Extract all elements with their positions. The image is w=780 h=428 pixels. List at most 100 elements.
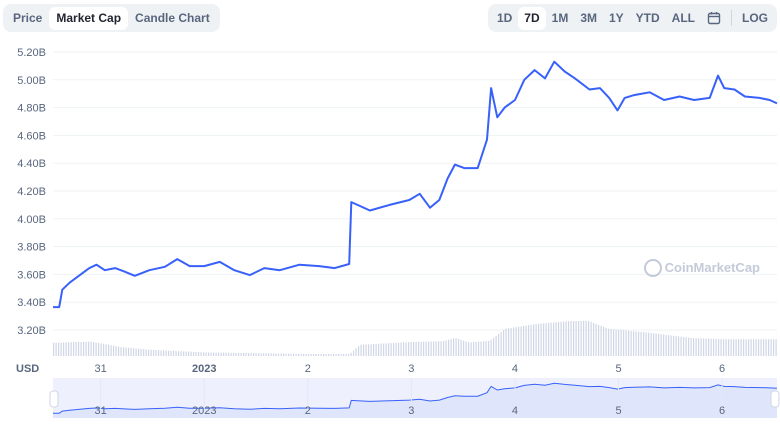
- volume-bar: [125, 347, 127, 356]
- volume-bar: [578, 320, 580, 356]
- volume-bar: [425, 341, 427, 356]
- volume-bar: [408, 342, 410, 356]
- volume-bar: [310, 354, 312, 356]
- volume-bar: [598, 324, 600, 356]
- x-tick-label: 2: [305, 363, 311, 375]
- y-tick-label: 3.80B: [17, 242, 46, 254]
- volume-bar: [740, 339, 742, 356]
- tab-market-cap[interactable]: Market Cap: [49, 6, 129, 30]
- volume-bar: [195, 351, 197, 356]
- watermark: CoinMarketCap: [665, 260, 760, 275]
- volume-bar: [325, 354, 327, 356]
- volume-bar: [760, 339, 762, 356]
- volume-bar: [758, 339, 760, 356]
- volume-bar: [260, 353, 262, 356]
- tab-candle-chart[interactable]: Candle Chart: [135, 10, 210, 25]
- volume-bar: [148, 349, 150, 356]
- volume-bar: [663, 334, 665, 356]
- volume-bar: [398, 342, 400, 356]
- volume-bar: [738, 339, 740, 356]
- volume-bar: [393, 342, 395, 356]
- volume-bar: [690, 337, 692, 356]
- volume-bar: [80, 341, 82, 356]
- volume-bar: [238, 352, 240, 356]
- volume-bar: [558, 321, 560, 356]
- volume-bar: [488, 340, 490, 356]
- volume-bar: [630, 330, 632, 356]
- volume-bar: [440, 341, 442, 356]
- volume-bar: [170, 350, 172, 356]
- x-tick-label: 6: [719, 363, 725, 375]
- volume-bar: [563, 321, 565, 356]
- range-3m[interactable]: 3M: [580, 10, 597, 25]
- volume-bar: [360, 344, 362, 356]
- volume-bar: [290, 353, 292, 356]
- volume-bar: [640, 331, 642, 356]
- volume-bar: [723, 339, 725, 356]
- volume-bar: [278, 353, 280, 356]
- volume-bar: [85, 341, 87, 356]
- volume-bar: [70, 342, 72, 356]
- volume-bar: [725, 339, 727, 356]
- volume-bar: [288, 353, 290, 356]
- volume-bar: [680, 336, 682, 356]
- volume-bar: [430, 341, 432, 356]
- volume-bar: [678, 336, 680, 356]
- volume-bar: [460, 339, 462, 356]
- volume-bar: [200, 352, 202, 356]
- volume-bar: [635, 331, 637, 356]
- volume-bar: [335, 354, 337, 356]
- volume-bar: [688, 337, 690, 356]
- calendar-icon[interactable]: [701, 7, 727, 30]
- volume-bar: [305, 353, 307, 356]
- navigator[interactable]: 31 2023 2 3 4 5 6: [49, 378, 780, 418]
- volume-bar: [683, 336, 685, 356]
- volume-bar: [100, 343, 102, 356]
- volume-bar: [568, 321, 570, 356]
- volume-bar: [523, 325, 525, 356]
- volume-bar: [228, 352, 230, 356]
- volume-bar: [180, 351, 182, 356]
- range-1m[interactable]: 1M: [551, 10, 569, 25]
- volume-bar: [358, 346, 360, 356]
- volume-bar: [623, 330, 625, 356]
- volume-bar: [553, 322, 555, 356]
- volume-bar: [478, 341, 480, 356]
- volume-bar: [608, 328, 610, 356]
- volume-bar: [543, 323, 545, 356]
- range-all[interactable]: ALL: [671, 10, 695, 25]
- volume-bar: [140, 348, 142, 356]
- volume-bar: [123, 347, 125, 356]
- currency-label: USD: [16, 363, 39, 375]
- range-1d[interactable]: 1D: [496, 10, 513, 25]
- navigator-left-handle[interactable]: [49, 390, 59, 408]
- range-ytd[interactable]: YTD: [635, 10, 660, 25]
- navigator-right-handle[interactable]: [770, 390, 780, 408]
- tab-price[interactable]: Price: [13, 10, 43, 25]
- range-1y[interactable]: 1Y: [608, 10, 624, 25]
- volume-bar: [675, 336, 677, 356]
- volume-bar: [485, 341, 487, 356]
- range-7d[interactable]: 7D: [518, 6, 546, 30]
- log-toggle[interactable]: LOG: [742, 10, 768, 25]
- volume-bar: [223, 352, 225, 356]
- volume-bar: [565, 321, 567, 356]
- volume-bar: [580, 320, 582, 356]
- x-tick-label: 3: [408, 363, 414, 375]
- volume-bar: [498, 333, 500, 356]
- x-tick-label: 4: [512, 363, 518, 375]
- volume-bar: [185, 351, 187, 356]
- volume-bar: [378, 343, 380, 356]
- volume-bar: [153, 350, 155, 356]
- navigator-tick-label: 31: [95, 405, 107, 417]
- volume-bar: [143, 349, 145, 356]
- market-cap-line: [53, 60, 778, 309]
- volume-bar: [575, 321, 577, 356]
- volume-bar: [190, 351, 192, 356]
- volume-bar: [75, 342, 77, 356]
- volume-bar: [330, 354, 332, 356]
- volume-bar: [665, 334, 667, 356]
- volume-bar: [638, 331, 640, 356]
- volume-bar: [473, 342, 475, 356]
